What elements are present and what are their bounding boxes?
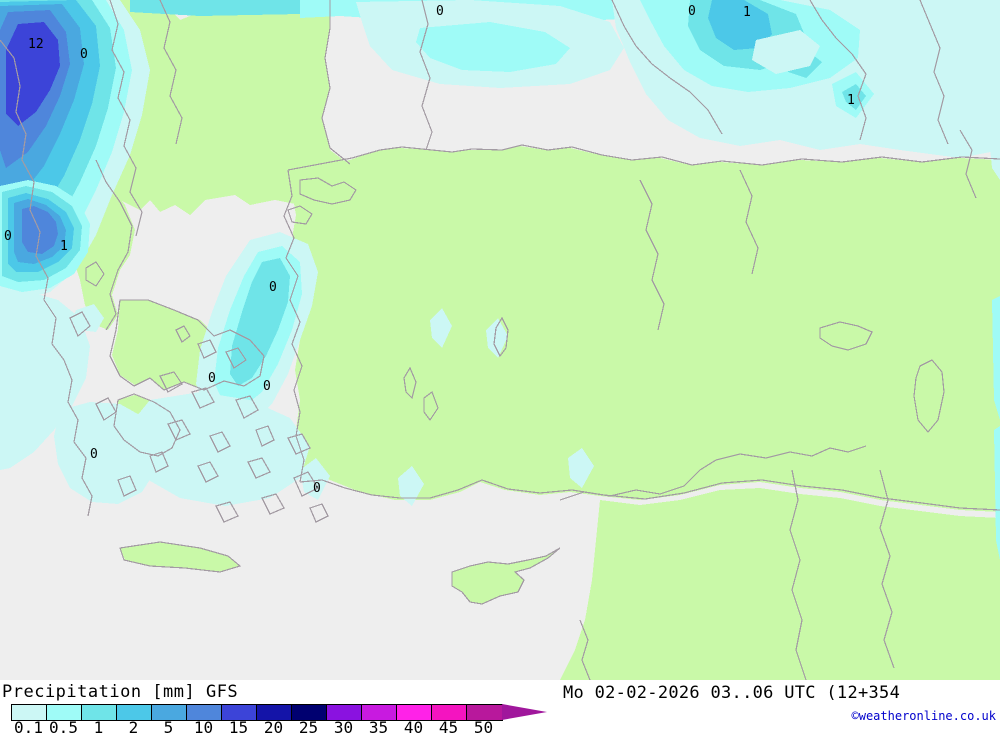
colorbar-swatch-15 xyxy=(222,705,257,720)
colorbar-tick-45: 45 xyxy=(438,718,459,733)
colorbar-swatch-5 xyxy=(152,705,187,720)
colorbar-swatch-10 xyxy=(187,705,222,720)
colorbar-tick-35: 35 xyxy=(368,718,389,733)
colorbar-tick-50: 50 xyxy=(473,718,494,733)
colorbar-swatch-0.5 xyxy=(47,705,82,720)
colorbar-swatch-2 xyxy=(117,705,152,720)
colorbar-tick-10: 10 xyxy=(193,718,214,733)
colorbar-swatch-30 xyxy=(327,705,362,720)
colorbar-swatch-40 xyxy=(397,705,432,720)
colorbar-tick-5: 5 xyxy=(163,718,174,733)
map-canvas xyxy=(0,0,1000,680)
colorbar-tick-0.5: 0.5 xyxy=(49,718,78,733)
copyright-notice: ©weatheronline.co.uk xyxy=(851,709,997,723)
colorbar-tick-labels: 0.1 0.5 1 2 5 10 15 20 25 30 35 40 45 50 xyxy=(0,718,1000,733)
forecast-run-info: Mo 02-02-2026 03..06 UTC (12+354 xyxy=(563,683,901,703)
colorbar-swatch-25 xyxy=(292,705,327,720)
colorbar-tick-2: 2 xyxy=(128,718,139,733)
colorbar-tick-0.1: 0.1 xyxy=(14,718,43,733)
colorbar-tick-30: 30 xyxy=(333,718,354,733)
colorbar-swatch-20 xyxy=(257,705,292,720)
colorbar-tick-15: 15 xyxy=(228,718,249,733)
precipitation-colorbar[interactable] xyxy=(11,704,503,721)
colorbar-tick-1: 1 xyxy=(93,718,104,733)
colorbar-tick-25: 25 xyxy=(298,718,319,733)
borders-layer xyxy=(0,0,1000,680)
colorbar-tick-40: 40 xyxy=(403,718,424,733)
colorbar-swatch-0.1 xyxy=(12,705,47,720)
colorbar-overflow-arrow xyxy=(502,704,547,720)
colorbar-swatch-50 xyxy=(467,705,502,720)
colorbar-tick-20: 20 xyxy=(263,718,284,733)
precipitation-layer xyxy=(0,0,1000,560)
precipitation-map[interactable]: 12 0 0 0 1 1 0 1 0 0 0 0 0 xyxy=(0,0,1000,680)
colorbar-swatch-45 xyxy=(432,705,467,720)
colorbar-swatch-1 xyxy=(82,705,117,720)
legend-title: Precipitation [mm] GFS xyxy=(2,682,239,702)
colorbar-swatch-35 xyxy=(362,705,397,720)
